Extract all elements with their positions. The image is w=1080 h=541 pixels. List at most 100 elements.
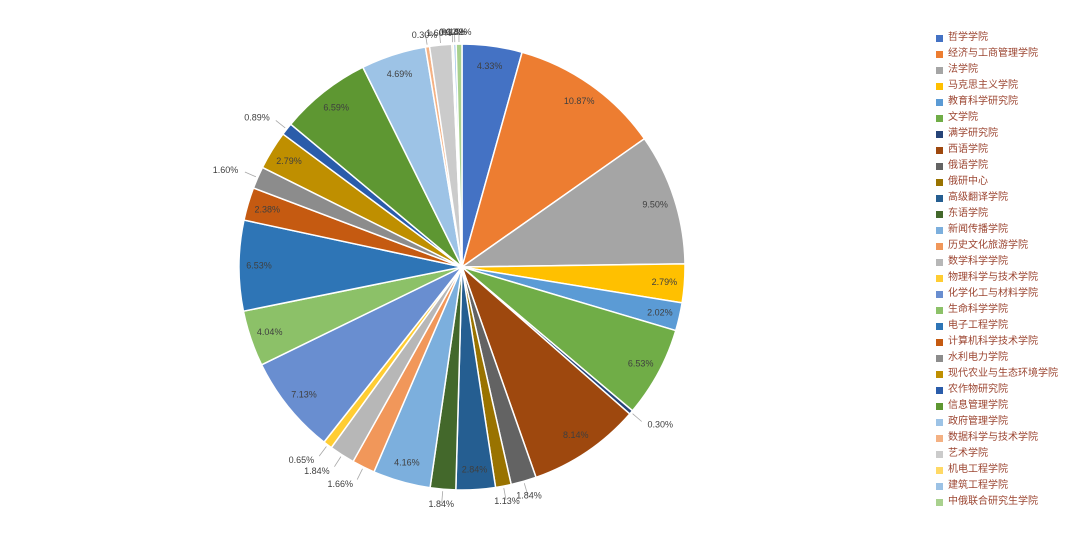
legend-item[interactable]: 物理科学与技术学院: [936, 270, 1078, 286]
data-label: 7.13%: [291, 389, 317, 399]
legend-item[interactable]: 教育科学研究院: [936, 94, 1078, 110]
legend-swatch-icon: [936, 306, 943, 314]
legend-label: 哲学学院: [948, 32, 988, 43]
legend-item[interactable]: 水利电力学院: [936, 350, 1078, 366]
legend-item[interactable]: 信息管理学院: [936, 398, 1078, 414]
leader-line: [503, 488, 507, 500]
legend-item[interactable]: 机电工程学院: [936, 462, 1078, 478]
legend-label: 水利电力学院: [948, 352, 1008, 363]
data-label: 0.18%: [441, 27, 467, 37]
legend-swatch-icon: [936, 114, 943, 122]
legend-item[interactable]: 经济与工商管理学院: [936, 46, 1078, 62]
data-label: 1.60%: [426, 28, 452, 38]
legend-item[interactable]: 化学化工与材料学院: [936, 286, 1078, 302]
legend-item[interactable]: 计算机科学技术学院: [936, 334, 1078, 350]
chart-legend: 哲学学院经济与工商管理学院法学院马克思主义学院教育科学研究院 文学院满学研究院 西语…: [936, 30, 1078, 510]
pie-slice[interactable]: [461, 51, 646, 268]
legend-swatch-icon: [936, 34, 943, 42]
data-label: 1.84%: [516, 491, 542, 501]
legend-item[interactable]: 数据科学与技术学院: [936, 430, 1078, 446]
legend-item[interactable]: 马克思主义学院: [936, 78, 1078, 94]
legend-label: 农作物研究院: [948, 384, 1008, 395]
legend-item[interactable]: 文学院: [936, 110, 1078, 126]
legend-label: 建筑工程学院: [948, 480, 1008, 491]
legend-item[interactable]: 中俄联合研究生学院: [936, 494, 1078, 510]
legend-swatch-icon: [936, 434, 943, 442]
legend-swatch-icon: [936, 466, 943, 474]
legend-item[interactable]: 高级翻译学院: [936, 190, 1078, 206]
leader-line: [451, 30, 453, 43]
data-label: 0.30%: [648, 420, 674, 430]
legend-label: 机电工程学院: [948, 464, 1008, 475]
legend-label: 化学化工与材料学院: [948, 288, 1038, 299]
legend-swatch-icon: [936, 322, 943, 330]
legend-label: 现代农业与生态环境学院: [948, 368, 1058, 379]
pie-slices: [238, 43, 686, 491]
legend-item[interactable]: 数学科学学院: [936, 254, 1078, 270]
leader-line: [334, 456, 342, 467]
legend-item[interactable]: 农作物研究院: [936, 382, 1078, 398]
leader-line: [318, 446, 327, 457]
data-label: 9.50%: [642, 199, 668, 209]
legend-swatch-icon: [936, 210, 943, 218]
legend-swatch-icon: [936, 130, 943, 138]
legend-swatch-icon: [936, 146, 943, 154]
legend-item[interactable]: 电子工程学院: [936, 318, 1078, 334]
pie-slice[interactable]: [455, 43, 463, 268]
leader-line: [244, 171, 257, 178]
legend-item[interactable]: 建筑工程学院: [936, 478, 1078, 494]
leader-line: [523, 483, 528, 495]
legend-item[interactable]: 新闻传播学院: [936, 222, 1078, 238]
data-label: 2.38%: [255, 205, 281, 215]
legend-label: 俄语学院: [948, 160, 988, 171]
pie-slice[interactable]: [461, 266, 631, 479]
legend-swatch-icon: [936, 418, 943, 426]
data-label: 4.33%: [477, 61, 503, 71]
legend-label: 文学院: [948, 112, 978, 123]
legend-item[interactable]: 艺术学院: [936, 446, 1078, 462]
legend-item[interactable]: 俄研中心: [936, 174, 1078, 190]
legend-label: 计算机科学技术学院: [948, 336, 1038, 347]
pie-slice[interactable]: [260, 266, 463, 443]
legend-item[interactable]: 历史文化旅游学院: [936, 238, 1078, 254]
legend-label: 物理科学与技术学院: [948, 272, 1038, 283]
data-label: 0.65%: [289, 455, 315, 465]
legend-item[interactable]: 满学研究院: [936, 126, 1078, 142]
leader-line: [441, 491, 444, 504]
legend-label: 高级翻译学院: [948, 192, 1008, 203]
pie-slice[interactable]: [461, 137, 686, 268]
legend-item[interactable]: 法学院: [936, 62, 1078, 78]
data-label: 2.84%: [462, 465, 488, 475]
leader-lines: [244, 29, 642, 504]
data-label: 1.84%: [429, 499, 455, 509]
legend-label: 生命科学学院: [948, 304, 1008, 315]
data-label: 6.59%: [323, 103, 349, 113]
data-label: 4.69%: [387, 69, 413, 79]
legend-label: 信息管理学院: [948, 400, 1008, 411]
legend-swatch-icon: [936, 450, 943, 458]
leader-line: [356, 468, 363, 480]
legend-item[interactable]: 生命科学学院: [936, 302, 1078, 318]
legend-item[interactable]: 东语学院: [936, 206, 1078, 222]
legend-swatch-icon: [936, 482, 943, 490]
legend-label: 政府管理学院: [948, 416, 1008, 427]
data-label: 2.79%: [276, 156, 302, 166]
legend-item[interactable]: 哲学学院: [936, 30, 1078, 46]
legend-swatch-icon: [936, 178, 943, 186]
legend-label: 法学院: [948, 64, 978, 75]
legend-swatch-icon: [936, 162, 943, 170]
data-label: 0.42%: [446, 27, 472, 37]
legend-label: 东语学院: [948, 208, 988, 219]
data-label: 0.89%: [244, 112, 270, 122]
legend-item[interactable]: 政府管理学院: [936, 414, 1078, 430]
legend-swatch-icon: [936, 338, 943, 346]
legend-swatch-icon: [936, 242, 943, 250]
legend-swatch-icon: [936, 498, 943, 506]
leader-line: [275, 120, 286, 129]
legend-item[interactable]: 西语学院: [936, 142, 1078, 158]
legend-item[interactable]: 俄语学院: [936, 158, 1078, 174]
legend-label: 教育科学研究院: [948, 96, 1018, 107]
legend-item[interactable]: 现代农业与生态环境学院: [936, 366, 1078, 382]
data-label: 6.53%: [628, 358, 654, 368]
